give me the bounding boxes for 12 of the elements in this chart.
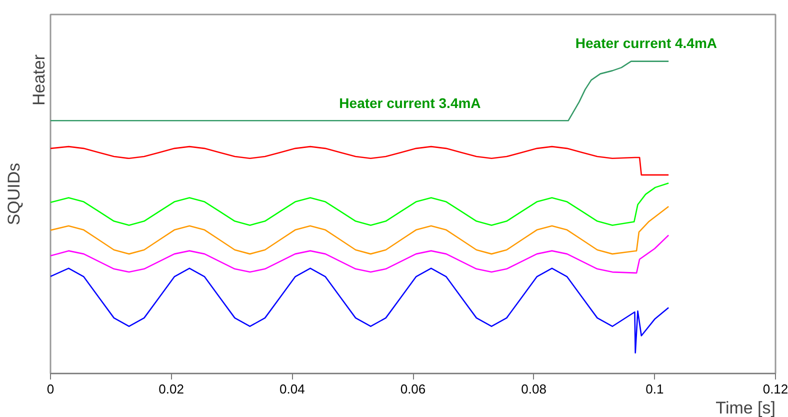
x-tick-label: 0.12 xyxy=(762,382,788,396)
text: Heater current 4.4mA xyxy=(575,34,718,51)
x-tick-label: 0.1 xyxy=(646,382,664,396)
x-tick-label: 0 xyxy=(46,382,54,396)
x-tick-label: 0.06 xyxy=(400,382,426,396)
x-axis-title: Time [s] xyxy=(716,398,776,417)
y-axis-title: Heater xyxy=(30,54,48,106)
x-tick-label: 0.04 xyxy=(280,382,305,396)
annotation: Heater current 3.4mA xyxy=(339,95,481,112)
text: SQUIDs xyxy=(4,162,24,226)
x-tick-label: 0.02 xyxy=(158,382,184,396)
x-tick-label: 0.08 xyxy=(521,382,546,396)
